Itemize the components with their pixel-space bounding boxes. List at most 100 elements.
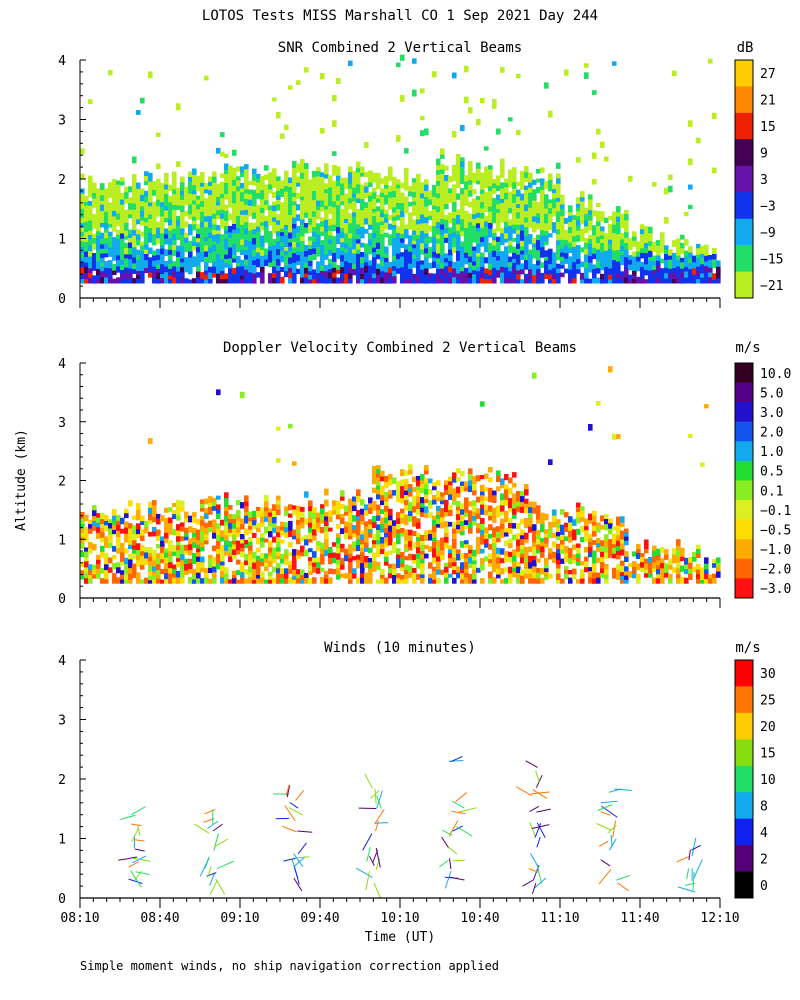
heatmap-cell	[164, 507, 169, 513]
heatmap-cell	[428, 210, 433, 217]
heatmap-cell	[428, 251, 433, 259]
heatmap-cell	[172, 564, 177, 569]
heatmap-cell	[92, 509, 97, 517]
heatmap-cell	[600, 556, 605, 563]
heatmap-cell	[348, 242, 353, 248]
heatmap-cell	[128, 534, 133, 541]
heatmap-cell	[320, 186, 325, 191]
heatmap-cell	[688, 158, 693, 166]
heatmap-cell	[664, 567, 669, 573]
heatmap-cell	[132, 573, 137, 578]
heatmap-cell	[484, 221, 489, 227]
heatmap-cell	[356, 544, 361, 552]
heatmap-cell	[128, 233, 133, 238]
heatmap-cell	[564, 69, 569, 76]
heatmap-cell	[88, 277, 93, 284]
heatmap-cell	[116, 520, 121, 525]
heatmap-cell	[424, 506, 429, 513]
heatmap-cell	[592, 152, 597, 159]
heatmap-cell	[560, 252, 565, 257]
heatmap-cell	[332, 261, 337, 268]
heatmap-cell	[480, 232, 485, 238]
heatmap-cell	[336, 547, 341, 554]
heatmap-cell	[416, 266, 421, 271]
heatmap-cell	[360, 539, 365, 545]
heatmap-cell	[196, 572, 201, 579]
heatmap-cell	[684, 568, 689, 575]
heatmap-cell	[152, 239, 157, 246]
wind-barb	[356, 867, 373, 878]
heatmap-cell	[156, 254, 161, 260]
heatmap-cell	[236, 516, 241, 522]
heatmap-cell	[88, 192, 93, 198]
heatmap-cell	[468, 175, 473, 181]
colorbar-label: 5.0	[760, 386, 783, 401]
heatmap-cell	[692, 274, 697, 280]
heatmap-cell	[392, 233, 397, 238]
heatmap-cell	[372, 178, 377, 183]
heatmap-cell	[224, 244, 229, 250]
heatmap-cell	[296, 232, 301, 238]
heatmap-cell	[252, 206, 257, 213]
heatmap-cell	[172, 551, 177, 556]
heatmap-cell	[228, 197, 233, 204]
heatmap-cell	[464, 497, 469, 504]
heatmap-cell	[140, 245, 145, 252]
heatmap-cell	[600, 230, 605, 236]
heatmap-cell	[624, 556, 629, 562]
heatmap-cell	[612, 61, 617, 66]
heatmap-cell	[472, 213, 477, 219]
heatmap-cell	[472, 549, 477, 557]
heatmap-cell	[556, 188, 561, 194]
heatmap-cell	[164, 213, 169, 218]
heatmap-cell	[524, 235, 529, 241]
heatmap-cell	[340, 490, 345, 497]
heatmap-cell	[148, 218, 153, 225]
heatmap-cell	[544, 513, 549, 521]
heatmap-cell	[228, 237, 233, 244]
heatmap-cell	[380, 233, 385, 240]
heatmap-cell	[136, 254, 141, 261]
heatmap-cell	[136, 559, 141, 567]
heatmap-cell	[364, 182, 369, 187]
heatmap-cell	[604, 217, 609, 223]
heatmap-cell	[392, 200, 397, 208]
heatmap-cell	[544, 213, 549, 220]
heatmap-cell	[512, 246, 517, 253]
heatmap-cell	[300, 574, 305, 580]
heatmap-cell	[392, 185, 397, 191]
heatmap-cell	[260, 507, 265, 513]
heatmap-cell	[88, 210, 93, 215]
heatmap-cell	[480, 475, 485, 480]
heatmap-cell	[296, 192, 301, 200]
heatmap-cell	[376, 533, 381, 541]
heatmap-cell	[448, 249, 453, 256]
heatmap-cell	[208, 526, 213, 533]
heatmap-cell	[452, 528, 457, 534]
heatmap-cell	[180, 181, 185, 187]
heatmap-cell	[580, 219, 585, 225]
heatmap-cell	[568, 226, 573, 234]
heatmap-cell	[284, 197, 289, 204]
heatmap-cell	[152, 579, 157, 584]
heatmap-cell	[564, 546, 569, 553]
heatmap-cell	[392, 181, 397, 187]
heatmap-cell	[316, 170, 321, 177]
heatmap-cell	[420, 273, 425, 279]
heatmap-cell	[348, 183, 353, 189]
heatmap-cell	[292, 565, 297, 570]
heatmap-cell	[412, 201, 417, 206]
heatmap-cell	[436, 565, 441, 570]
heatmap-cell	[272, 577, 277, 584]
heatmap-cell	[96, 194, 101, 200]
heatmap-cell	[404, 279, 409, 284]
colorbar-label: 0.5	[760, 465, 783, 480]
heatmap-cell	[112, 515, 117, 521]
heatmap-cell	[336, 264, 341, 270]
heatmap-cell	[692, 279, 697, 284]
heatmap-cell	[276, 240, 281, 246]
heatmap-cell	[180, 199, 185, 206]
heatmap-cell	[404, 499, 409, 505]
heatmap-cell	[412, 262, 417, 268]
